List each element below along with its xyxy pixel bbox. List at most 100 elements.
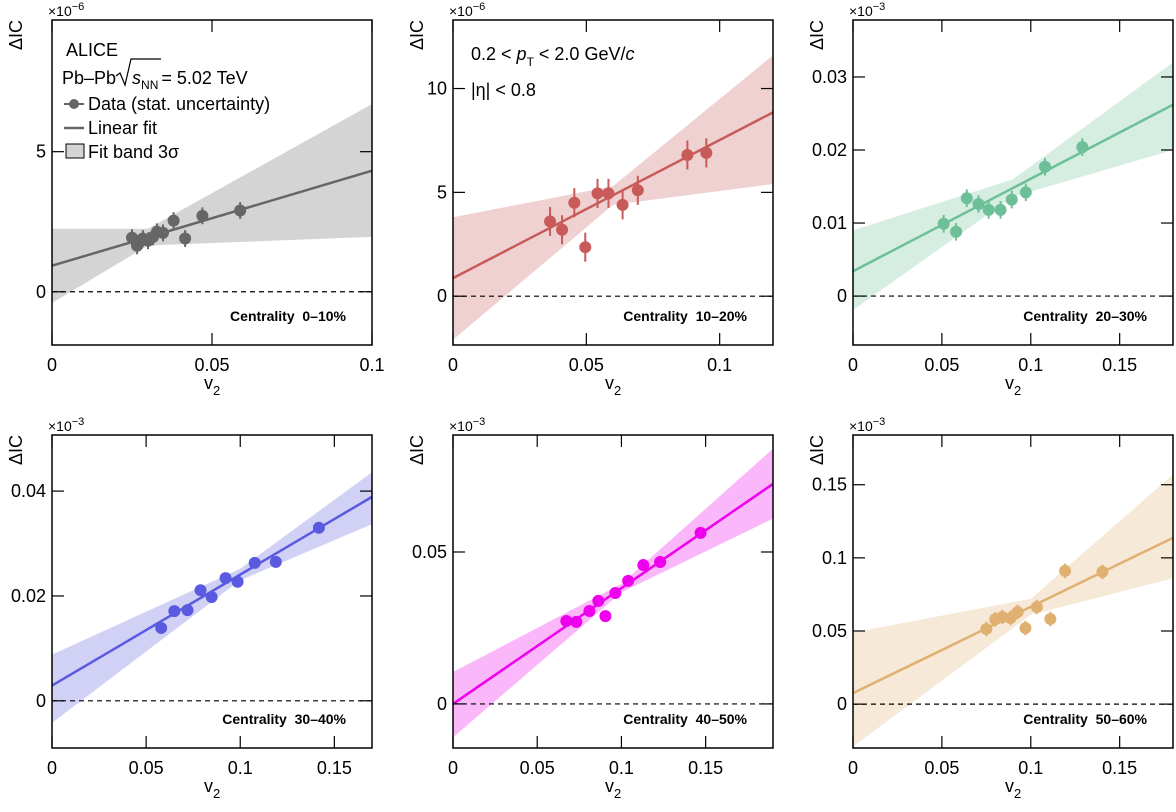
legend-label: Fit band 3σ <box>88 142 179 162</box>
data-point <box>570 615 583 628</box>
data-point <box>591 187 604 200</box>
y-tick-label: 0.02 <box>11 586 46 606</box>
multiplier: ×10−3 <box>48 416 84 434</box>
panel: 0 5 10 0 0.05 0.1 v2 ΔIC ×10−6 Centrality 10–20% 0… <box>407 1 774 398</box>
x-label-main: v <box>1005 373 1014 393</box>
data-point <box>1096 565 1109 578</box>
x-tick-label: 0.05 <box>520 758 555 778</box>
data-point <box>167 214 180 227</box>
x-axis-label: v2 <box>605 776 621 801</box>
x-tick-label: 0 <box>47 758 57 778</box>
panel: 0 0.01 0.02 0.03 0 0.05 0.1 0.15 v2 ΔIC ×10−3 Centr… <box>807 1 1174 398</box>
x-tick-label: 0.05 <box>569 355 604 375</box>
plot-area <box>52 472 372 723</box>
x-label-sub: 2 <box>614 383 621 398</box>
legend-label: Linear fit <box>88 118 157 138</box>
y-tick-label: 10 <box>427 79 447 99</box>
x-tick-label: 0 <box>448 355 458 375</box>
x-label-sub: 2 <box>213 786 220 801</box>
x-tick-label: 0.1 <box>1018 355 1043 375</box>
frame <box>852 434 1174 749</box>
pt-a: 0.2 < <box>471 44 517 64</box>
x-tick-label: 0.05 <box>194 355 229 375</box>
data-point <box>599 610 612 623</box>
y-tick-label: 0 <box>837 286 847 306</box>
x-tick-label: 0.05 <box>924 758 959 778</box>
multiplier: ×10−3 <box>849 416 885 434</box>
plot-area <box>453 448 773 738</box>
x-tick-label: 0.15 <box>1102 758 1137 778</box>
fit-band <box>453 55 773 340</box>
sqrt-sign <box>115 58 161 87</box>
x-tick-label: 0.1 <box>228 758 253 778</box>
data-point <box>994 203 1007 216</box>
data-point <box>592 594 605 607</box>
x-tick-label: 0.15 <box>1102 355 1137 375</box>
x-tick-label: 0.1 <box>359 355 384 375</box>
x-axis-label: v2 <box>1005 373 1021 398</box>
panel: 0 0.02 0.04 0 0.05 0.1 0.15 v2 ΔIC ×10−3 Centralit… <box>6 416 373 801</box>
x-tick-label: 0.15 <box>688 758 723 778</box>
y-tick-label: 0 <box>437 286 447 306</box>
multiplier-exp: −3 <box>873 1 886 13</box>
multiplier: ×10−6 <box>449 1 485 19</box>
data-point <box>1011 605 1024 618</box>
x-label-main: v <box>605 373 614 393</box>
x-axis-label: v2 <box>605 373 621 398</box>
pt-p: p <box>516 44 527 64</box>
x-label-sub: 2 <box>1014 383 1021 398</box>
data-point <box>556 223 569 236</box>
multiplier: ×10−6 <box>48 1 84 19</box>
multiplier-exp: −3 <box>72 416 85 428</box>
centrality-label: Centrality 0–10% <box>230 308 346 324</box>
y-axis-label: ΔIC <box>407 435 427 465</box>
system-label: Pb–Pb sNN = 5.02 TeV <box>62 68 248 92</box>
data-point <box>1044 612 1057 625</box>
fit-band <box>52 104 372 303</box>
data-point <box>700 146 713 159</box>
x-axis-label: v2 <box>204 373 220 398</box>
data-point <box>544 215 557 228</box>
multiplier-base: ×10 <box>48 418 72 434</box>
data-point <box>179 232 192 245</box>
panel: 0 5 0 0.05 0.1 v2 ΔIC ×10−6 Centrality 0–10% ALIC… <box>6 1 385 398</box>
data-point <box>234 204 247 217</box>
plot-area <box>853 62 1173 310</box>
data-point <box>219 572 232 585</box>
y-tick-label: 0.02 <box>812 140 847 160</box>
x-axis-label: v2 <box>204 776 220 801</box>
multiplier-exp: −6 <box>473 1 486 13</box>
x-tick-label: 0.1 <box>1018 758 1043 778</box>
y-tick-label: 0 <box>36 691 46 711</box>
data-point <box>972 198 985 211</box>
data-point <box>1019 622 1032 635</box>
y-tick-label: 0.05 <box>812 621 847 641</box>
fit-band <box>853 62 1173 310</box>
y-axis-label: ΔIC <box>407 20 427 50</box>
y-tick-label: 0.05 <box>412 542 447 562</box>
y-tick-label: 0.01 <box>812 213 847 233</box>
multiplier-exp: −3 <box>473 416 486 428</box>
y-axis-label: ΔIC <box>6 435 26 465</box>
data-point <box>631 184 644 197</box>
y-tick-label: 0 <box>837 694 847 714</box>
data-point <box>950 225 963 238</box>
eta-range: |η| < 0.8 <box>471 80 536 100</box>
data-point <box>982 203 995 216</box>
y-tick-label: 0.15 <box>812 475 847 495</box>
multiplier-base: ×10 <box>849 3 873 19</box>
plot-area <box>52 104 372 303</box>
data-point <box>1030 601 1043 614</box>
y-tick-label: 5 <box>437 182 447 202</box>
fit-line <box>52 169 372 267</box>
pt-range: 0.2 < pT < 2.0 GeV/c <box>471 44 634 69</box>
frame <box>452 19 774 346</box>
x-label-main: v <box>204 373 213 393</box>
pt-c: c <box>625 44 634 64</box>
panel: 0 0.05 0 0.05 0.1 0.15 v2 ΔIC ×10−3 Centrality 40… <box>407 416 774 801</box>
data-point <box>155 621 168 634</box>
legend-marker <box>69 99 79 109</box>
x-tick-label: 0 <box>47 355 57 375</box>
data-point <box>602 187 615 200</box>
